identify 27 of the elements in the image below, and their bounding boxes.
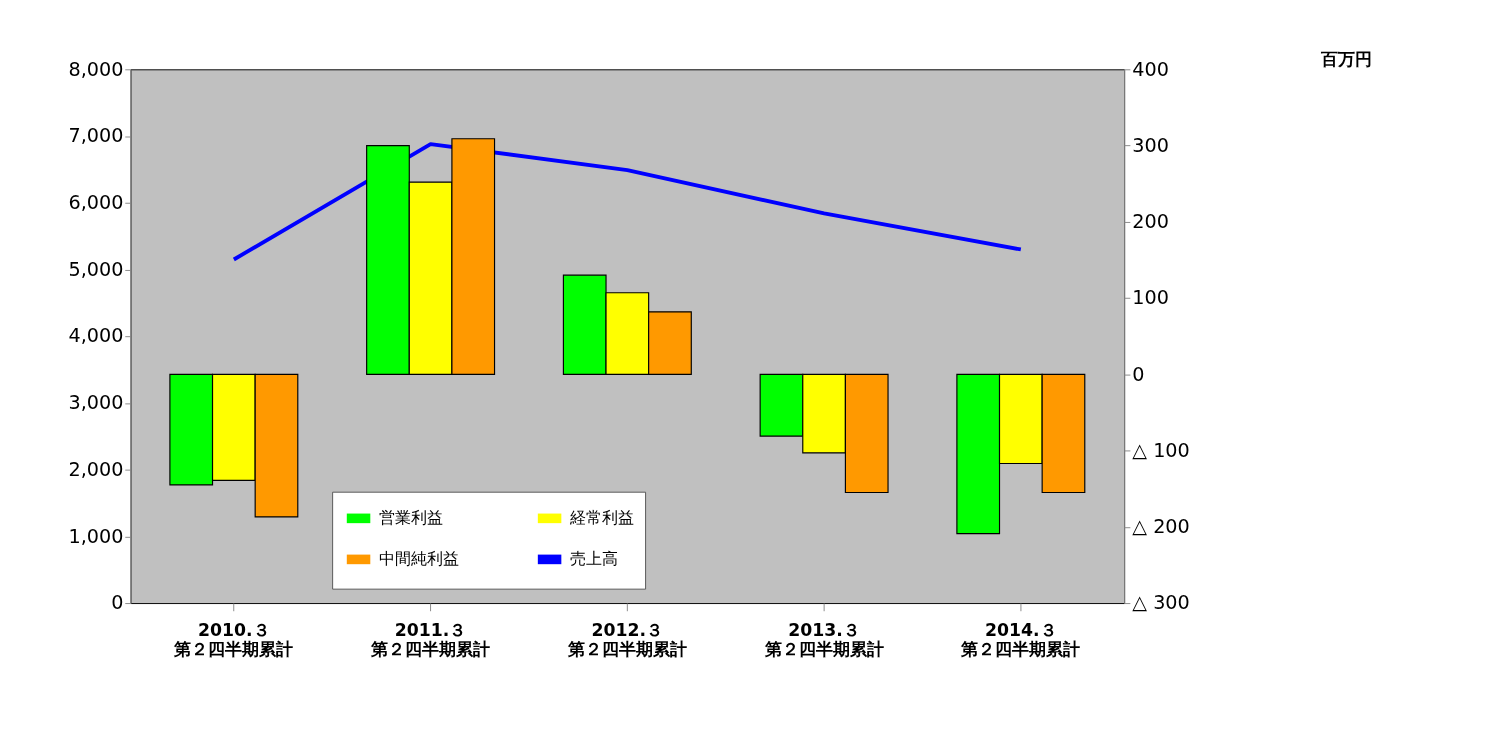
y-tick-label: 3,000	[68, 391, 124, 415]
y-tick-label: 0	[111, 591, 124, 615]
y2-tick-label: △ 200	[1132, 515, 1190, 539]
y-tick-label: 5,000	[68, 257, 124, 281]
legend-label: 売上高	[570, 549, 619, 569]
text: 百万円	[1319, 49, 1372, 70]
y2-tick-label: 100	[1132, 286, 1169, 310]
x-tick-label: 2014.３第２四半期累計	[960, 620, 1081, 660]
y2-tick-label: △ 300	[1132, 591, 1190, 615]
y2-tick-label: 0	[1132, 362, 1145, 386]
y-tick-label: 8,000	[68, 57, 124, 81]
y2-tick-label: △ 100	[1132, 438, 1190, 462]
legend-label: 経常利益	[569, 508, 635, 528]
y-tick-label: 6,000	[68, 191, 124, 214]
x-tick-label: 2011.３第２四半期累計	[370, 620, 491, 660]
y-tick-label: 1,000	[68, 524, 124, 548]
legend-label: 中間純利益	[379, 549, 460, 569]
y2-tick-label: 200	[1132, 210, 1169, 234]
x-tick-label: 2012.３第２四半期累計	[566, 620, 687, 660]
y-tick-label: 7,000	[68, 124, 124, 148]
y-tick-label: 4,000	[68, 324, 124, 348]
y2-tick-label: 300	[1132, 133, 1169, 157]
legend-label: 営業利益	[379, 508, 444, 528]
y2-tick-label: 400	[1132, 57, 1169, 81]
x-tick-label: 2013.３第２四半期累計	[763, 620, 884, 660]
x-tick-label: 2010.３第２四半期累計	[173, 620, 294, 660]
y-tick-label: 2,000	[68, 457, 124, 481]
